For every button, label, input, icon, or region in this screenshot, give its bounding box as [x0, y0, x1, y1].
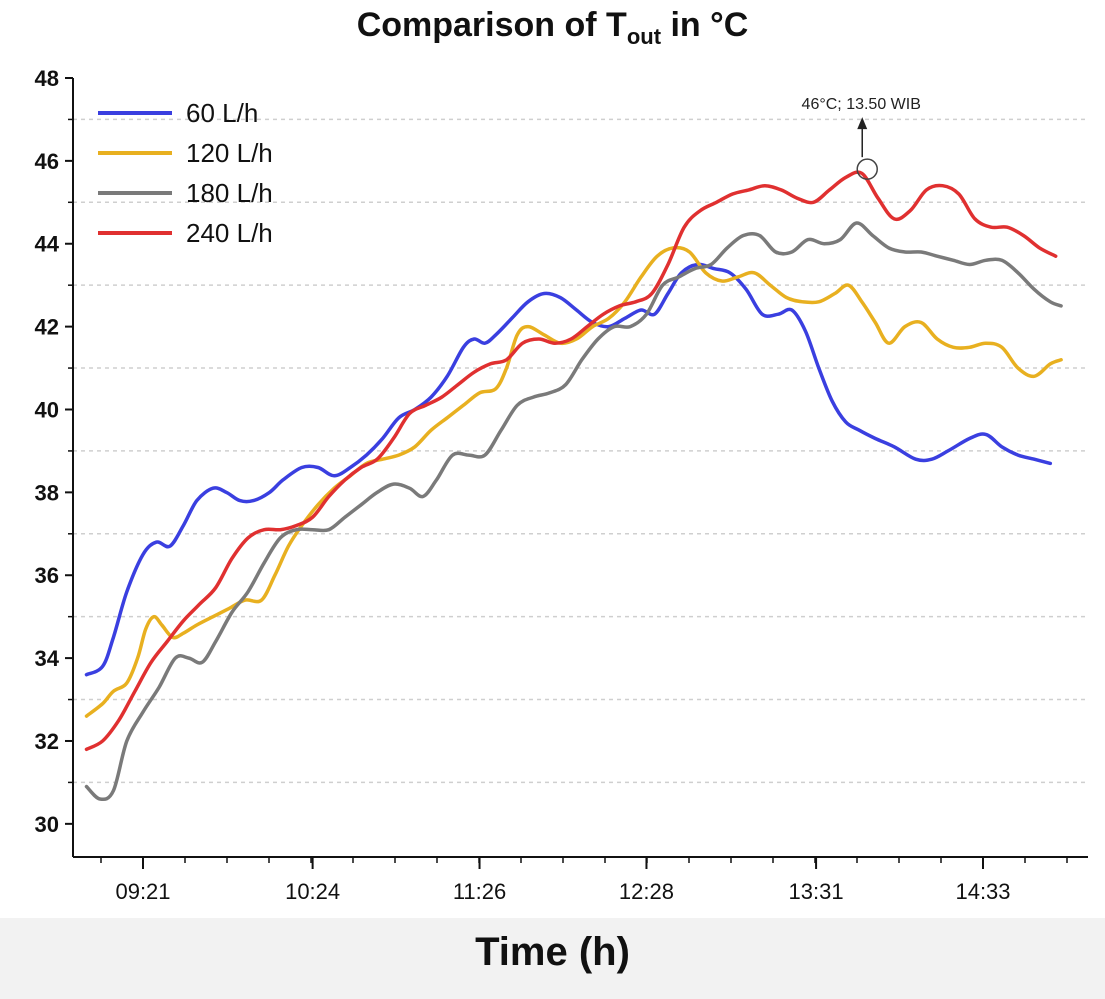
chart-title-unit: in °C [661, 6, 749, 44]
x-tick-label: 12:28 [619, 879, 674, 904]
series-line-1 [84, 262, 1053, 677]
x-tick-label: 13:31 [789, 879, 844, 904]
y-tick-label: 30 [35, 812, 59, 837]
y-tick-label: 44 [35, 232, 60, 257]
chart-title: Comparison of Tout in °C [0, 6, 1105, 50]
series-line-3 [84, 221, 1063, 802]
x-axis-label: Time (h) [475, 930, 630, 974]
legend: 60 L/h 120 L/h 180 L/h 240 L/h [98, 98, 273, 248]
series-lines [84, 170, 1063, 802]
x-tick-label: 09:21 [115, 879, 170, 904]
annotation-arrow-head [857, 117, 868, 130]
y-tick-label: 32 [35, 729, 59, 754]
y-axis: 30 32 34 36 38 40 42 44 46 48 [35, 66, 73, 837]
annotation-marker [856, 158, 878, 180]
series-line-4 [84, 170, 1058, 752]
legend-label: 180 L/h [186, 178, 273, 208]
y-tick-label: 48 [35, 66, 59, 91]
x-axis-label-band [0, 918, 1105, 999]
legend-label: 240 L/h [186, 218, 273, 248]
legend-label: 60 L/h [186, 98, 258, 128]
annotation-label: 46°C; 13.50 WIB [802, 96, 921, 113]
x-axis: 09:21 10:24 11:26 12:28 13:31 14:33 [100, 857, 1068, 904]
x-tick-label: 11:26 [453, 879, 506, 904]
y-tick-label: 40 [35, 397, 59, 422]
y-tick-label: 36 [35, 563, 59, 588]
grid-lines [73, 118, 1088, 784]
chart-title-subscript: out [626, 24, 662, 49]
y-tick-label: 46 [35, 149, 59, 174]
legend-label: 120 L/h [186, 138, 273, 168]
series-line-2 [84, 245, 1063, 718]
peak-annotation: 46°C; 13.50 WIB [802, 96, 921, 180]
x-tick-label: 14:33 [955, 879, 1010, 904]
line-chart: 30 32 34 36 38 40 42 44 46 48 09:21 10:24 11:26 12:28… [35, 66, 1088, 904]
y-tick-label: 38 [35, 480, 59, 505]
chart-title-main: Comparison of T [356, 6, 627, 44]
y-tick-label: 34 [35, 646, 60, 671]
y-tick-label: 42 [35, 315, 59, 340]
x-tick-label: 10:24 [285, 879, 340, 904]
